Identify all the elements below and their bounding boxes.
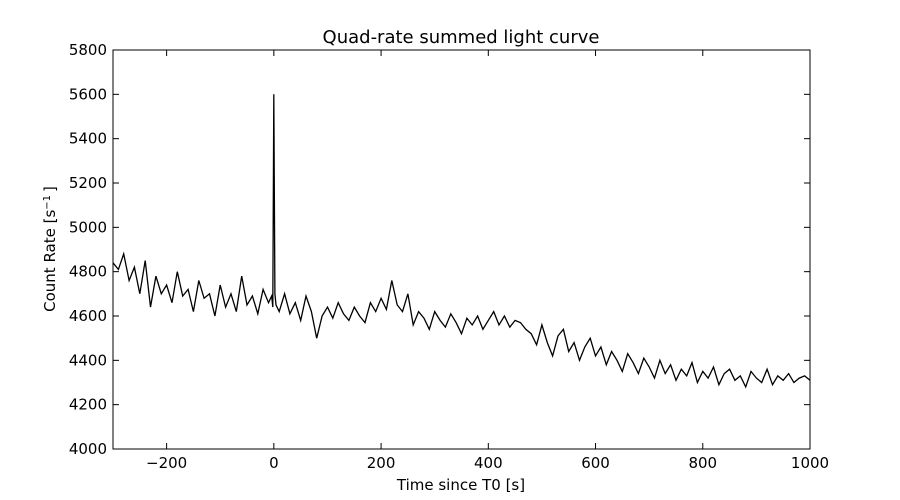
- x-axis: −200 0 200 400 600 800 1000: [146, 50, 829, 472]
- y-tick-label: 4800: [69, 263, 107, 281]
- y-tick-label: 5000: [69, 218, 107, 236]
- x-tick-label: 200: [367, 454, 396, 472]
- light-curve-line: [112, 94, 811, 389]
- y-tick-label: 5600: [69, 85, 107, 103]
- y-axis-label-main: Count Rate [s: [41, 210, 59, 312]
- x-tick-label: 0: [269, 454, 279, 472]
- y-tick-label: 4000: [69, 440, 107, 458]
- y-tick-label: 4600: [69, 307, 107, 325]
- x-tick-label: 1000: [791, 454, 829, 472]
- x-tick-label: 400: [474, 454, 503, 472]
- y-tick-label: 4200: [69, 396, 107, 414]
- x-tick-label: 600: [581, 454, 610, 472]
- x-tick-label: 800: [688, 454, 717, 472]
- plot-frame: [112, 49, 811, 450]
- y-axis: 4000 4200 4400 4600 4800 5000 5200 5400 5600 5800: [69, 41, 810, 458]
- y-axis-label: Count Rate [s−1]: [41, 186, 59, 312]
- chart-title: Quad-rate summed light curve: [323, 27, 600, 48]
- y-axis-label-superscript: −1: [42, 195, 53, 210]
- y-tick-label: 5800: [69, 41, 107, 59]
- x-tick-label: −200: [146, 454, 187, 472]
- y-axis-label-end: ]: [41, 186, 59, 192]
- y-tick-label: 5200: [69, 174, 107, 192]
- x-axis-label: Time since T0 [s]: [396, 476, 525, 494]
- y-tick-label: 4400: [69, 351, 107, 369]
- y-tick-label: 5400: [69, 130, 107, 148]
- plot-area: [112, 94, 811, 389]
